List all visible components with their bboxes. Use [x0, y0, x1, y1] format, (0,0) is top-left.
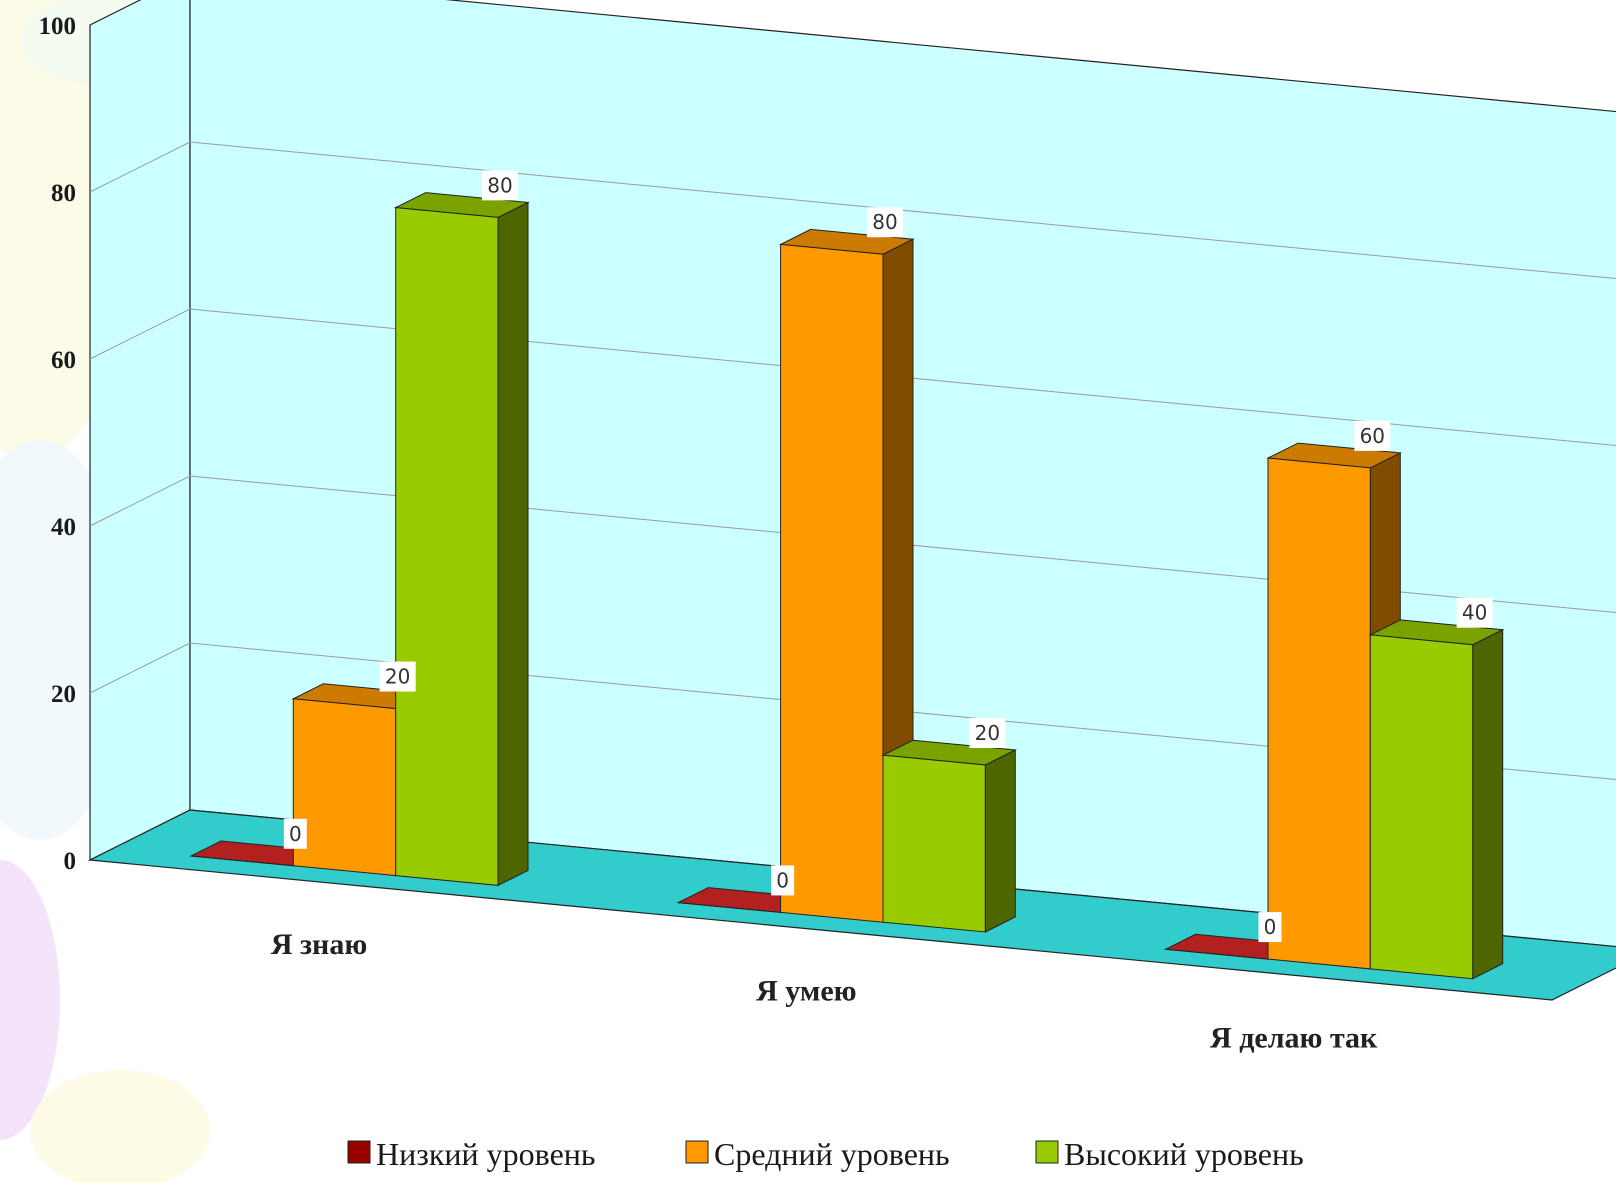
gridline — [89, 475, 1616, 614]
legend: Низкий уровень Средний уровень Высокий уро… — [347, 1136, 1304, 1172]
bar-side — [1472, 628, 1504, 980]
data-label-bg — [771, 865, 795, 896]
data-label-bg — [1258, 912, 1282, 943]
category-label: Я знаю — [271, 928, 367, 961]
data-label: 20 — [969, 718, 1006, 749]
y-axis-ticks: 0 20 40 60 80 100 — [39, 13, 77, 875]
legend-label: Высокий уровень — [1064, 1136, 1304, 1172]
data-label-bg — [379, 661, 416, 692]
data-label: 20 — [379, 661, 416, 692]
data-label-bg — [1354, 420, 1391, 451]
data-label: 80 — [866, 207, 903, 238]
bar — [393, 192, 530, 887]
gridline — [89, 308, 1616, 447]
bar-front — [882, 754, 986, 933]
data-label-text: 80 — [872, 210, 897, 234]
bar-front — [395, 207, 499, 886]
data-label-text: 0 — [776, 868, 789, 892]
category-label: Я делаю так — [1210, 1021, 1378, 1054]
y-tick-label: 60 — [51, 347, 76, 374]
data-label-text: 20 — [385, 665, 410, 689]
bar-front — [780, 243, 884, 923]
legend-label: Средний уровень — [714, 1136, 950, 1172]
y-tick-label: 40 — [51, 514, 76, 541]
data-label-bg — [283, 818, 307, 849]
bar-side — [497, 201, 529, 887]
y-tick-label: 0 — [64, 848, 77, 875]
data-label: 40 — [1456, 597, 1493, 628]
data-label-text: 60 — [1360, 424, 1385, 448]
bar-side — [984, 749, 1016, 933]
data-label: 0 — [283, 818, 307, 849]
data-label-text: 0 — [1264, 915, 1277, 939]
y-tick-label: 20 — [51, 681, 76, 708]
gridlines — [89, 141, 1616, 781]
bar — [881, 739, 1018, 933]
data-label-text: 40 — [1462, 601, 1487, 625]
bar — [1368, 619, 1505, 980]
bar-front — [292, 698, 397, 877]
data-label-bg — [481, 170, 518, 201]
side-wall — [89, 0, 191, 861]
gridline — [89, 141, 1616, 280]
gridline — [89, 642, 1616, 781]
data-label: 0 — [1258, 912, 1282, 943]
legend-item: Низкий уровень — [347, 1136, 596, 1172]
bar-front — [1369, 634, 1474, 980]
data-label-text: 0 — [289, 822, 302, 846]
data-label: 80 — [481, 170, 518, 201]
legend-item: Средний уровень — [685, 1136, 950, 1172]
data-label-bg — [866, 207, 903, 238]
data-label-text: 20 — [975, 721, 1000, 745]
y-tick-label: 80 — [51, 180, 76, 207]
bar-front — [1267, 457, 1371, 970]
category-label: Я умею — [756, 975, 856, 1008]
legend-item: Высокий уровень — [1035, 1136, 1304, 1172]
data-label-bg — [1456, 597, 1493, 628]
data-label-bg — [969, 718, 1006, 749]
legend-label: Низкий уровень — [376, 1136, 596, 1172]
bars — [189, 192, 1505, 980]
legend-swatch — [685, 1140, 709, 1164]
data-label: 0 — [771, 865, 795, 896]
data-label: 60 — [1354, 420, 1391, 451]
data-label-text: 80 — [487, 173, 512, 197]
legend-swatch — [347, 1140, 371, 1164]
category-labels: Я знаю Я умею Я делаю так — [271, 928, 1378, 1054]
legend-swatch — [1035, 1140, 1059, 1164]
data-labels: 0 20 80 0 80 20 0 60 40 — [283, 170, 1493, 943]
y-tick-label: 100 — [39, 13, 77, 40]
